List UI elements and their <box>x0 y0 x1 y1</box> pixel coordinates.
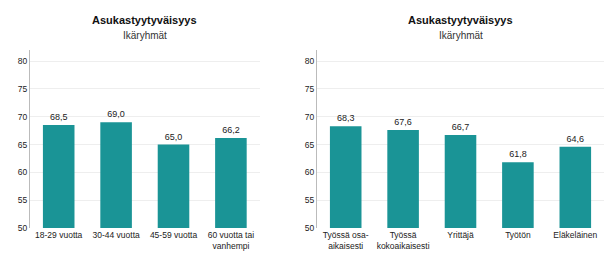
svg-text:30-44 vuotta: 30-44 vuotta <box>92 230 140 240</box>
svg-text:61,8: 61,8 <box>509 149 527 159</box>
svg-text:69,0: 69,0 <box>107 109 125 119</box>
svg-text:65,0: 65,0 <box>165 132 183 142</box>
svg-text:80: 80 <box>305 56 315 66</box>
svg-text:65: 65 <box>305 140 315 150</box>
svg-text:50: 50 <box>305 223 315 233</box>
svg-text:18-29 vuotta: 18-29 vuotta <box>35 230 83 240</box>
svg-text:65: 65 <box>18 140 28 150</box>
svg-text:Työtön: Työtön <box>505 230 531 240</box>
svg-text:67,6: 67,6 <box>394 117 412 127</box>
svg-text:55: 55 <box>18 195 28 205</box>
svg-text:75: 75 <box>305 84 315 94</box>
svg-text:75: 75 <box>18 84 28 94</box>
svg-text:70: 70 <box>305 112 315 122</box>
svg-text:Asukastyytyväisyys: Asukastyytyväisyys <box>408 14 513 26</box>
svg-text:68,5: 68,5 <box>50 112 68 122</box>
svg-text:64,6: 64,6 <box>567 134 585 144</box>
svg-text:60 vuotta taivanhempi: 60 vuotta taivanhempi <box>208 230 254 251</box>
svg-text:80: 80 <box>18 56 28 66</box>
svg-text:Ikäryhmät: Ikäryhmät <box>439 30 483 41</box>
svg-text:Työssäkokoaikaisesti: Työssäkokoaikaisesti <box>377 230 430 251</box>
svg-text:55: 55 <box>305 195 315 205</box>
svg-text:70: 70 <box>18 112 28 122</box>
svg-text:Ikäryhmät: Ikäryhmät <box>123 30 167 41</box>
svg-text:Eläkeläinen: Eläkeläinen <box>553 230 597 240</box>
svg-text:66,7: 66,7 <box>452 122 470 132</box>
svg-text:68,3: 68,3 <box>337 113 355 123</box>
svg-text:60: 60 <box>18 167 28 177</box>
svg-text:Asukastyytyväisyys: Asukastyytyväisyys <box>92 14 197 26</box>
svg-text:Yrittäjä: Yrittäjä <box>447 230 474 240</box>
svg-text:45-59 vuotta: 45-59 vuotta <box>150 230 198 240</box>
svg-text:Työssä osa-aikaisesti: Työssä osa-aikaisesti <box>323 230 369 251</box>
svg-text:50: 50 <box>18 223 28 233</box>
svg-text:66,2: 66,2 <box>222 125 240 135</box>
svg-text:60: 60 <box>305 167 315 177</box>
